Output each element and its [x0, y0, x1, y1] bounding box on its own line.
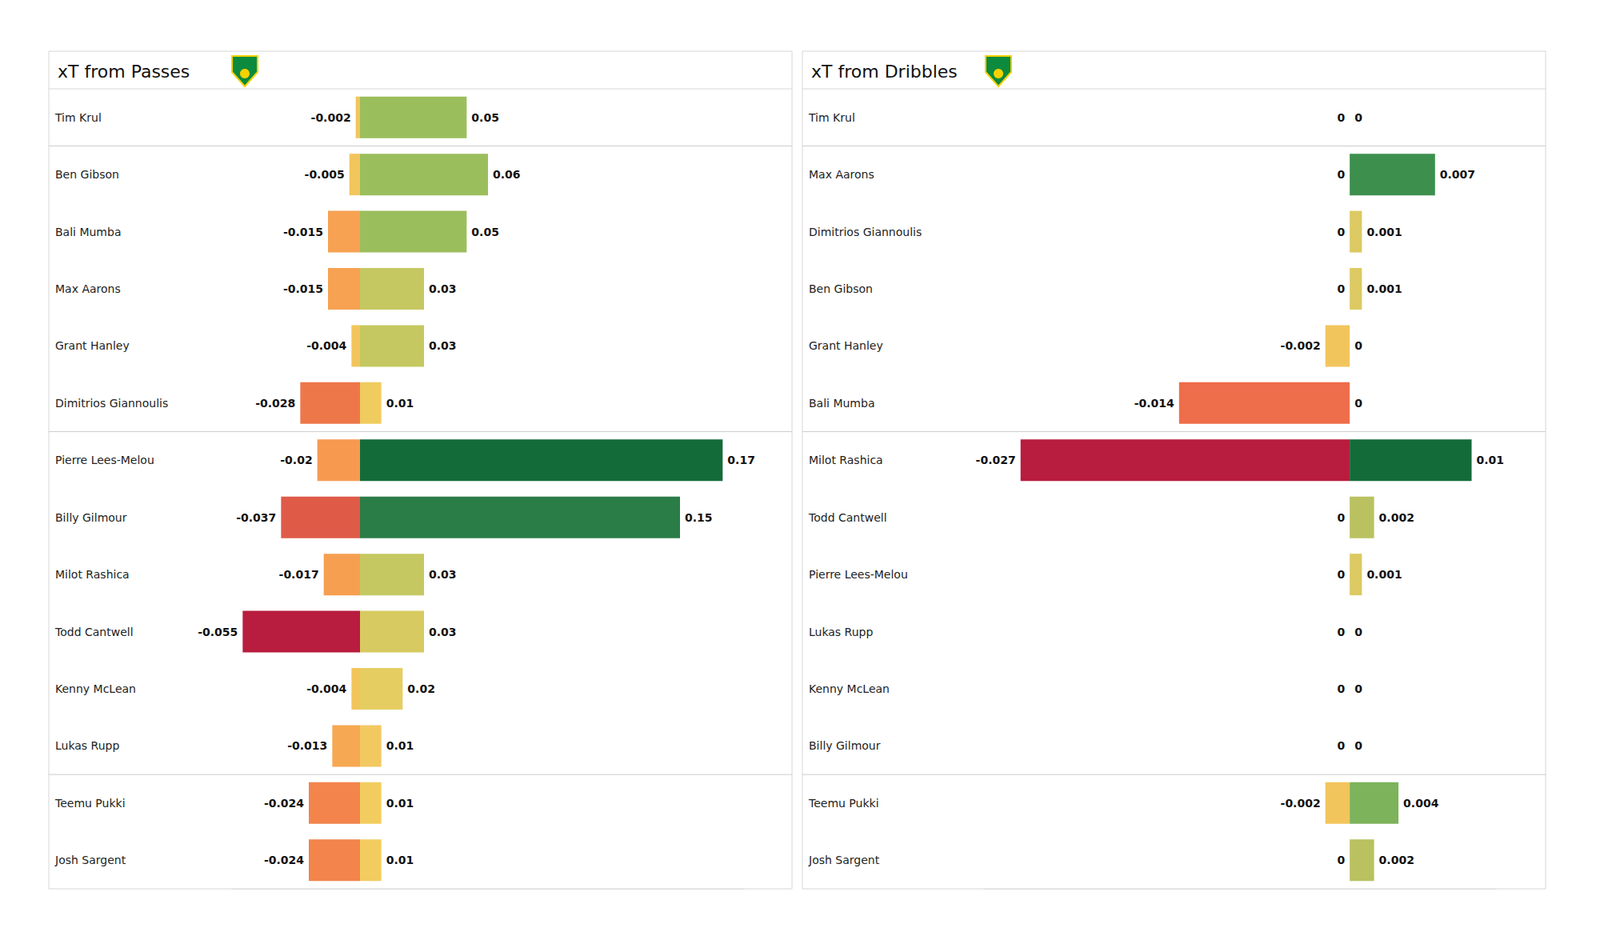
svg-text:Max Aarons: Max Aarons	[55, 282, 121, 296]
svg-text:Grant Hanley: Grant Hanley	[808, 339, 884, 352]
svg-text:0: 0	[1336, 739, 1345, 752]
svg-text:0: 0	[1336, 568, 1345, 581]
svg-text:Billy Gilmour: Billy Gilmour	[808, 739, 881, 752]
svg-text:-0.055: -0.055	[197, 625, 238, 639]
svg-text:-0.028: -0.028	[255, 396, 296, 410]
svg-text:0.03: 0.03	[428, 282, 457, 296]
svg-text:xT from Dribbles: xT from Dribbles	[811, 61, 958, 82]
svg-text:Billy Gilmour: Billy Gilmour	[55, 511, 128, 524]
svg-text:0.01: 0.01	[386, 796, 415, 810]
svg-text:Todd Cantwell: Todd Cantwell	[54, 625, 134, 639]
svg-text:Bali Mumba: Bali Mumba	[808, 396, 875, 410]
svg-text:0.15: 0.15	[684, 511, 713, 524]
svg-text:-0.015: -0.015	[283, 225, 324, 239]
svg-text:-0.037: -0.037	[236, 511, 276, 524]
svg-text:0: 0	[1336, 168, 1345, 181]
svg-text:0: 0	[1354, 111, 1363, 124]
svg-text:0.001: 0.001	[1366, 282, 1402, 296]
svg-text:Teemu Pukki: Teemu Pukki	[54, 796, 126, 810]
svg-text:0: 0	[1336, 853, 1345, 867]
svg-text:0.01: 0.01	[386, 396, 415, 410]
svg-text:Bali Mumba: Bali Mumba	[55, 225, 121, 239]
svg-text:-0.024: -0.024	[264, 853, 304, 867]
svg-text:0: 0	[1336, 225, 1345, 239]
svg-text:-0.017: -0.017	[279, 568, 320, 581]
svg-text:0.001: 0.001	[1366, 568, 1402, 581]
svg-text:Kenny McLean: Kenny McLean	[808, 682, 890, 696]
svg-text:Todd Cantwell: Todd Cantwell	[808, 511, 888, 524]
svg-text:0.02: 0.02	[407, 682, 436, 696]
svg-text:Pierre Lees-Melou: Pierre Lees-Melou	[808, 568, 908, 581]
svg-text:-0.004: -0.004	[306, 339, 347, 352]
svg-text:0.03: 0.03	[428, 568, 457, 581]
svg-text:Milot Rashica: Milot Rashica	[55, 568, 130, 581]
svg-text:0.05: 0.05	[471, 111, 500, 124]
svg-text:0.03: 0.03	[428, 339, 457, 352]
svg-text:0.007: 0.007	[1440, 168, 1476, 181]
svg-text:Kenny McLean: Kenny McLean	[55, 682, 136, 696]
svg-text:Dimitrios Giannoulis: Dimitrios Giannoulis	[808, 225, 922, 239]
svg-text:0: 0	[1336, 682, 1345, 696]
svg-text:Pierre Lees-Melou: Pierre Lees-Melou	[55, 453, 155, 467]
svg-text:Tim Krul: Tim Krul	[808, 111, 856, 124]
svg-text:-0.024: -0.024	[264, 796, 304, 810]
svg-text:-0.002: -0.002	[311, 111, 352, 124]
svg-text:Tim Krul: Tim Krul	[54, 111, 102, 124]
svg-text:-0.005: -0.005	[304, 168, 345, 181]
svg-text:0.001: 0.001	[1366, 225, 1402, 239]
svg-text:0.05: 0.05	[471, 225, 500, 239]
svg-text:Grant Hanley: Grant Hanley	[55, 339, 130, 352]
svg-text:Max Aarons: Max Aarons	[808, 168, 875, 181]
svg-text:0: 0	[1354, 682, 1363, 696]
svg-text:0: 0	[1354, 339, 1363, 352]
svg-text:0: 0	[1336, 111, 1345, 124]
svg-text:0.06: 0.06	[492, 168, 521, 181]
svg-text:-0.013: -0.013	[287, 739, 328, 752]
svg-text:0: 0	[1336, 625, 1345, 639]
svg-text:Ben Gibson: Ben Gibson	[808, 282, 873, 296]
svg-text:xT from Passes: xT from Passes	[57, 61, 190, 82]
svg-text:-0.014: -0.014	[1134, 396, 1175, 410]
svg-text:-0.002: -0.002	[1280, 339, 1321, 352]
svg-text:0: 0	[1354, 396, 1363, 410]
svg-text:Dimitrios Giannoulis: Dimitrios Giannoulis	[55, 396, 168, 410]
svg-text:0.03: 0.03	[428, 625, 457, 639]
svg-text:Josh Sargent: Josh Sargent	[54, 853, 127, 867]
svg-text:0.01: 0.01	[386, 739, 415, 752]
svg-text:Josh Sargent: Josh Sargent	[808, 853, 880, 867]
svg-text:0: 0	[1336, 282, 1345, 296]
svg-text:0.004: 0.004	[1403, 796, 1440, 810]
svg-text:0.002: 0.002	[1379, 853, 1415, 867]
svg-text:0.002: 0.002	[1379, 511, 1415, 524]
svg-text:-0.004: -0.004	[306, 682, 347, 696]
svg-text:-0.02: -0.02	[280, 453, 312, 467]
svg-text:Teemu Pukki: Teemu Pukki	[808, 796, 880, 810]
svg-text:0.01: 0.01	[386, 853, 415, 867]
svg-text:Lukas Rupp: Lukas Rupp	[808, 625, 873, 639]
svg-text:Ben Gibson: Ben Gibson	[55, 168, 120, 181]
svg-text:0: 0	[1354, 625, 1363, 639]
svg-text:-0.002: -0.002	[1280, 796, 1321, 810]
svg-text:-0.027: -0.027	[976, 453, 1016, 467]
svg-text:0.17: 0.17	[727, 453, 756, 467]
svg-text:0: 0	[1336, 511, 1345, 524]
svg-text:0: 0	[1354, 739, 1363, 752]
svg-text:0.01: 0.01	[1476, 453, 1505, 467]
svg-text:Lukas Rupp: Lukas Rupp	[55, 739, 120, 752]
svg-text:Milot Rashica: Milot Rashica	[808, 453, 884, 467]
svg-text:-0.015: -0.015	[283, 282, 324, 296]
